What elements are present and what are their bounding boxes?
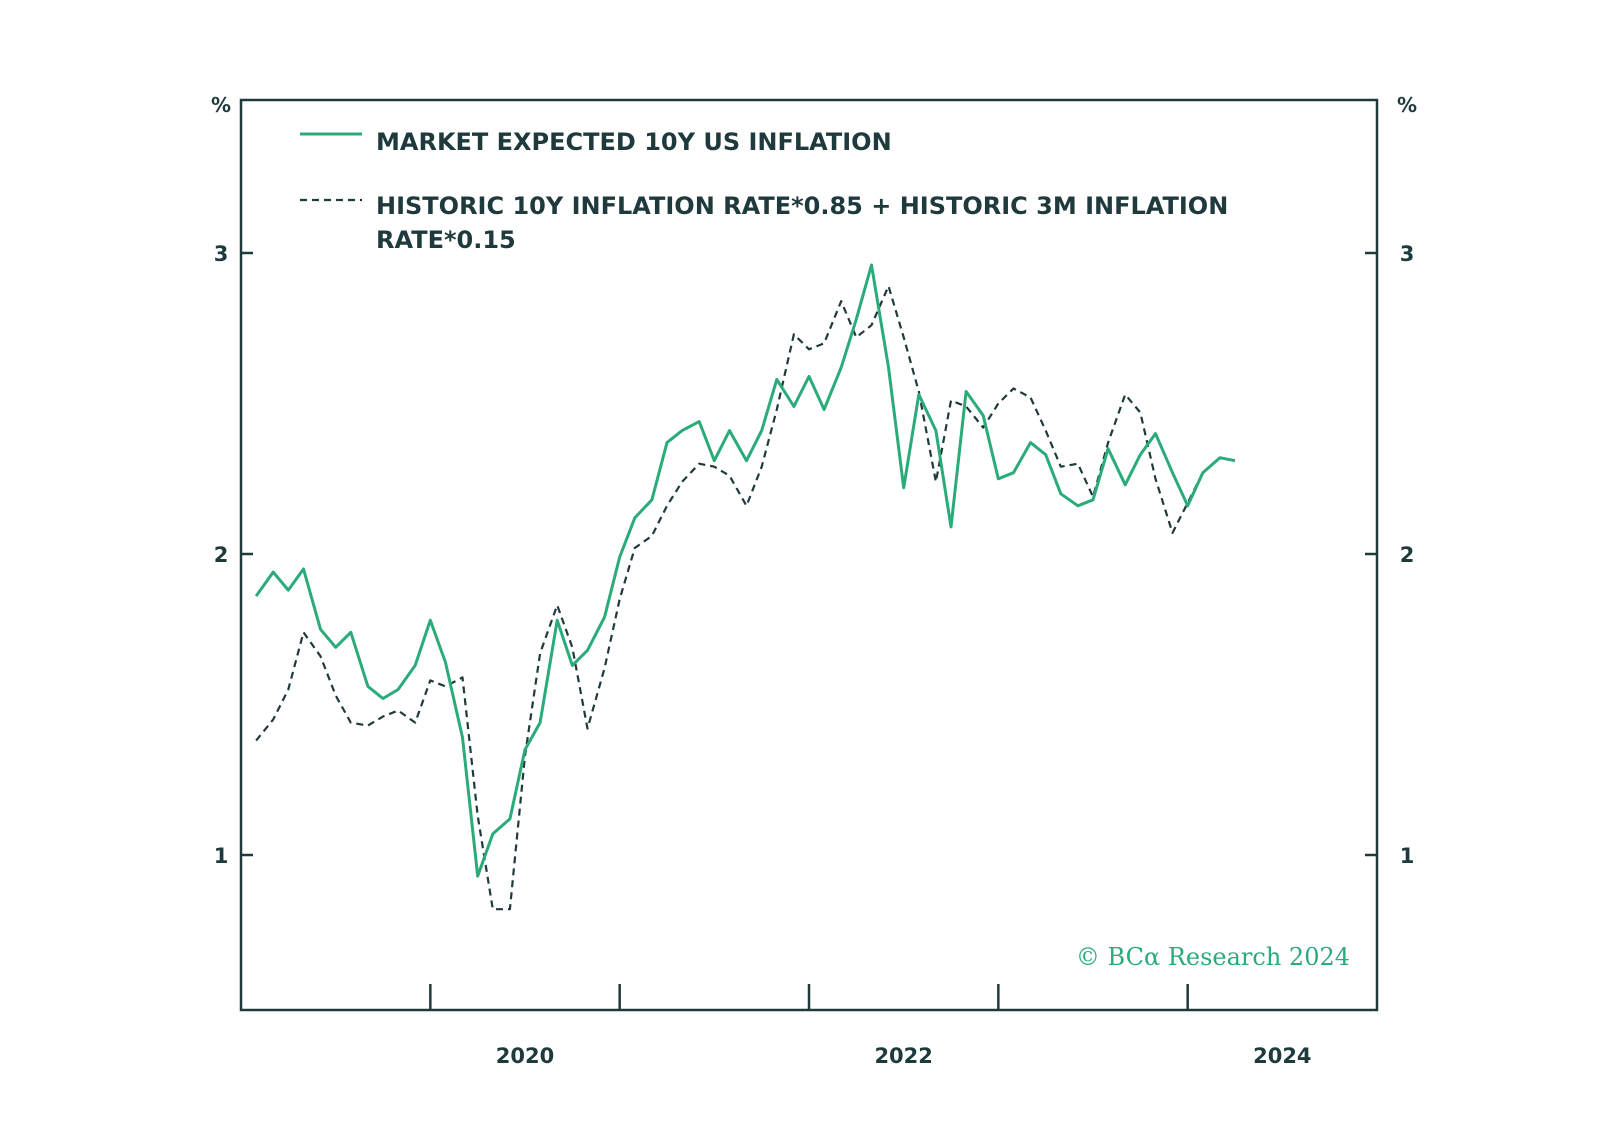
right-y-tick-label-2: 2: [1400, 543, 1415, 567]
left-y-tick-label-3: 3: [214, 242, 229, 266]
left-axis-unit-label: %: [211, 93, 231, 117]
right-y-tick-label-1: 1: [1400, 844, 1415, 868]
right-axis-unit-label: %: [1397, 93, 1417, 117]
x-tick-label-2022: 2022: [874, 1044, 932, 1068]
legend-label-historic-line2: RATE*0.15: [376, 226, 516, 254]
x-tick-label-2024: 2024: [1253, 1044, 1311, 1068]
left-y-tick-label-2: 2: [214, 543, 229, 567]
x-tick-label-2020: 2020: [496, 1044, 554, 1068]
left-y-tick-label-1: 1: [214, 844, 229, 868]
series-line-market-expected-inflation: [254, 263, 1236, 878]
legend-label-historic-line1: HISTORIC 10Y INFLATION RATE*0.85 + HISTO…: [376, 192, 1228, 220]
right-y-tick-label-3: 3: [1400, 242, 1415, 266]
legend-label-market-expected: MARKET EXPECTED 10Y US INFLATION: [376, 128, 892, 156]
series-line-historic-inflation-blend: [255, 285, 1204, 911]
watermark-text: © BCα Research 2024: [1076, 943, 1350, 971]
